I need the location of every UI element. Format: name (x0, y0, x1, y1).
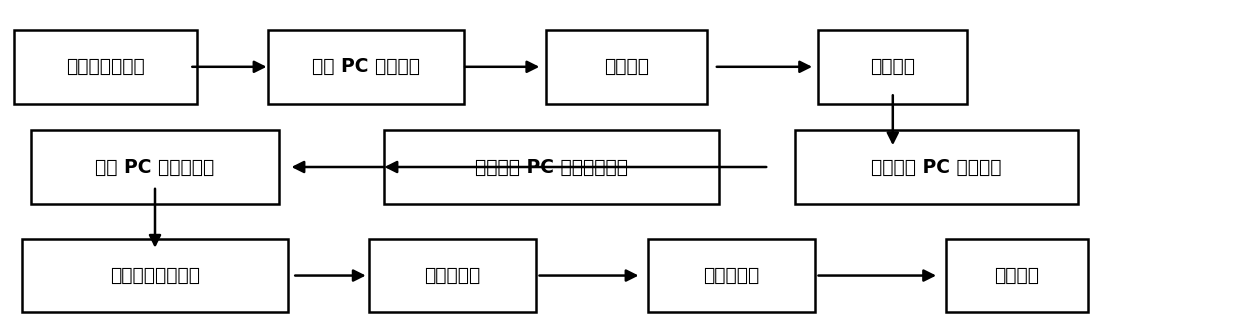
Text: 环墙 PC 构件预制: 环墙 PC 构件预制 (311, 57, 420, 76)
Bar (31, 130, 279, 204)
Bar (647, 239, 816, 312)
Text: 工程定位及放线: 工程定位及放线 (66, 57, 145, 76)
Bar (384, 130, 719, 204)
Text: 预制环墙 PC 构件倒运: 预制环墙 PC 构件倒运 (870, 158, 1002, 176)
Bar (14, 30, 197, 104)
Bar (268, 30, 464, 104)
Text: 罐芯级配砂石回填: 罐芯级配砂石回填 (110, 266, 200, 285)
Text: 基础验收: 基础验收 (994, 266, 1039, 285)
Text: 环墙 PC 构件湿连接: 环墙 PC 构件湿连接 (95, 158, 215, 176)
Text: 预制环墙 PC 构件拼装校正: 预制环墙 PC 构件拼装校正 (475, 158, 629, 176)
Bar (370, 239, 536, 312)
Bar (945, 239, 1089, 312)
Bar (795, 130, 1078, 204)
Text: 垫层砼浇: 垫层砼浇 (870, 57, 915, 76)
Text: 砂垫层回填: 砂垫层回填 (424, 266, 481, 285)
Bar (546, 30, 707, 104)
Text: 基槽开挖: 基槽开挖 (604, 57, 649, 76)
Bar (22, 239, 288, 312)
Bar (818, 30, 967, 104)
Text: 沥青砂铺设: 沥青砂铺设 (703, 266, 760, 285)
